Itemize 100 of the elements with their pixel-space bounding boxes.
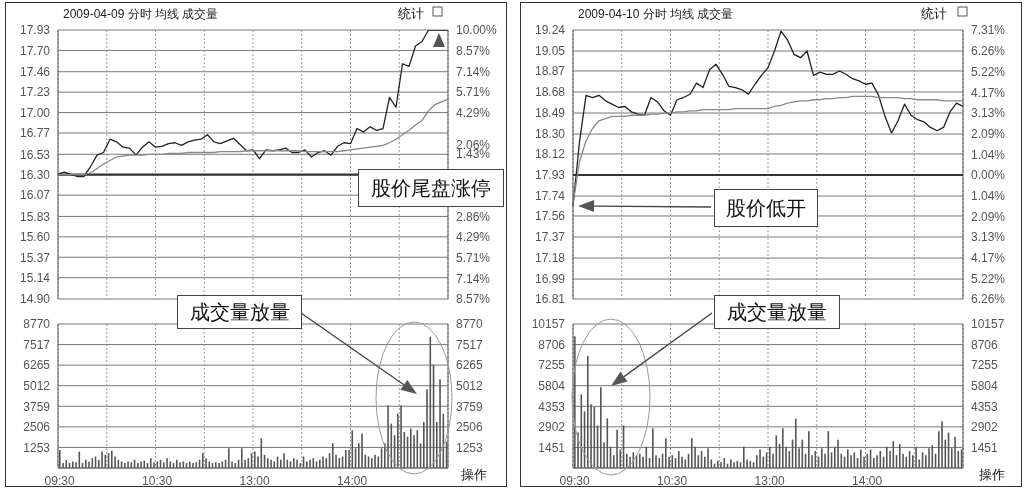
y-tick-label: 17.74 <box>534 189 566 204</box>
y2-tick-label: 3.13% <box>971 106 1006 121</box>
y2-tick-label: 1253 <box>456 440 484 455</box>
y2-tick-label: 2.86% <box>456 209 491 224</box>
y-tick-label: 5804 <box>538 378 566 393</box>
y-tick-label: 3759 <box>23 399 51 414</box>
text: 操作 <box>979 467 1005 482</box>
y-tick-label: 17.93 <box>534 168 566 183</box>
y-tick-label: 17.00 <box>19 105 51 120</box>
x-tick-label: 10:30 <box>657 473 688 488</box>
y2-tick-label: 8.57% <box>456 292 491 307</box>
y2-tick-label: 1451 <box>971 440 999 455</box>
x-tick-label: 14:00 <box>852 473 883 488</box>
y-tick-label: 19.05 <box>534 44 566 59</box>
y2-tick-label: 8.57% <box>456 43 491 58</box>
text: 操作 <box>461 467 487 482</box>
x-tick-label: 13:00 <box>239 473 270 488</box>
text: 统计 <box>398 6 424 21</box>
annotation: 股价尾盘涨停 <box>358 169 504 207</box>
y2-tick-label: 7.31% <box>971 23 1006 38</box>
y-tick-label: 15.60 <box>19 230 51 245</box>
y-tick-label: 5012 <box>23 378 51 393</box>
y2-tick-label: 4.17% <box>971 85 1006 100</box>
y2-tick-label: 5804 <box>971 378 999 393</box>
y2-tick-label: 6.26% <box>971 292 1006 307</box>
chart-title: 2009-04-10 分时 均线 成交量 <box>578 6 734 23</box>
y2-tick-label: 10.00% <box>456 23 498 38</box>
y2-tick-label: 2.09% <box>971 209 1006 224</box>
y2-tick-label: 7255 <box>971 358 999 373</box>
annotation: 成交量放量 <box>714 295 840 329</box>
line-series <box>57 98 449 176</box>
y-tick-label: 2902 <box>538 420 566 435</box>
x-tick-label: 10:30 <box>142 473 173 488</box>
y-tick-label: 1451 <box>538 440 566 455</box>
y2-tick-label: 8770 <box>456 317 484 332</box>
y-tick-label: 18.30 <box>534 127 566 142</box>
y-tick-label: 17.46 <box>19 64 51 79</box>
y2-tick-label: 2.09% <box>971 126 1006 141</box>
y-tick-label: 8706 <box>538 337 566 352</box>
chart-title: 2009-04-09 分时 均线 成交量 <box>63 6 219 23</box>
y-tick-label: 6265 <box>23 358 51 373</box>
y-tick-label: 4353 <box>538 399 566 414</box>
y-tick-label: 17.18 <box>534 251 566 266</box>
y2-tick-label: 10157 <box>971 317 1005 332</box>
x-tick-label: 09:30 <box>44 473 75 488</box>
y-tick-label: 14.90 <box>19 292 51 307</box>
annotation: 股价低开 <box>714 189 818 227</box>
y-tick-label: 17.37 <box>534 230 566 245</box>
y2-tick-label: 0.00% <box>971 168 1006 183</box>
text: 统计 <box>921 6 947 21</box>
y-tick-label: 16.53 <box>19 147 51 162</box>
y-tick-label: 15.83 <box>19 209 51 224</box>
y2-tick-label: 4.17% <box>971 250 1006 265</box>
y2-tick-label: 2506 <box>456 420 484 435</box>
y2-tick-label: 4353 <box>971 399 999 414</box>
x-tick-label: 13:00 <box>754 473 785 488</box>
y2-tick-label: 6265 <box>456 358 484 373</box>
y2-tick-label: 7.14% <box>456 64 491 79</box>
y2-tick-label: 5.22% <box>971 64 1006 79</box>
y-tick-label: 1253 <box>23 440 51 455</box>
y2-tick-label: 8706 <box>971 337 999 352</box>
y-tick-label: 17.93 <box>19 23 51 38</box>
y2-tick-label: 4.29% <box>456 230 491 245</box>
y-tick-label: 18.49 <box>534 106 566 121</box>
y2-tick-label: 3759 <box>456 399 484 414</box>
y2-tick-label: 7517 <box>456 337 484 352</box>
y2-tick-label: 1.04% <box>971 147 1006 162</box>
y2-tick-label: 3.13% <box>971 230 1006 245</box>
y-tick-label: 18.87 <box>534 64 566 79</box>
y-tick-label: 16.81 <box>534 292 566 307</box>
y-tick-label: 7255 <box>538 358 566 373</box>
y2-tick-label: 4.29% <box>456 105 491 120</box>
y-tick-label: 15.14 <box>19 270 51 285</box>
y-tick-label: 8770 <box>23 317 51 332</box>
y-tick-label: 17.56 <box>534 209 566 224</box>
line-series <box>57 30 449 178</box>
y-tick-label: 16.99 <box>534 272 566 287</box>
y-tick-label: 18.68 <box>534 85 566 100</box>
y-tick-label: 7517 <box>23 337 51 352</box>
y-tick-label: 17.23 <box>19 85 51 100</box>
y-tick-label: 15.37 <box>19 250 51 265</box>
y-tick-label: 2506 <box>23 420 51 435</box>
y2-tick-label: 5.22% <box>971 271 1006 286</box>
y2-tick-label: 6.26% <box>971 44 1006 59</box>
y-tick-label: 16.77 <box>19 126 51 141</box>
y2-tick-label: 5.71% <box>456 85 491 100</box>
y-tick-label: 16.30 <box>19 167 51 182</box>
y-tick-label: 18.12 <box>534 147 566 162</box>
x-tick-label: 14:00 <box>337 473 368 488</box>
y-tick-label: 10157 <box>531 317 566 332</box>
y2-tick-label: 5.71% <box>456 250 491 265</box>
y-tick-label: 16.07 <box>19 188 51 203</box>
y-tick-label: 19.24 <box>534 23 566 38</box>
y2-tick-label: 7.14% <box>456 271 491 286</box>
y-tick-label: 17.70 <box>19 43 51 58</box>
y2-tick-label: 5012 <box>456 378 484 393</box>
y2-tick-label: 1.04% <box>971 188 1006 203</box>
y2-tick-label: 2902 <box>971 420 999 435</box>
annotation: 成交量放量 <box>177 295 302 329</box>
x-tick-label: 09:30 <box>559 473 590 488</box>
